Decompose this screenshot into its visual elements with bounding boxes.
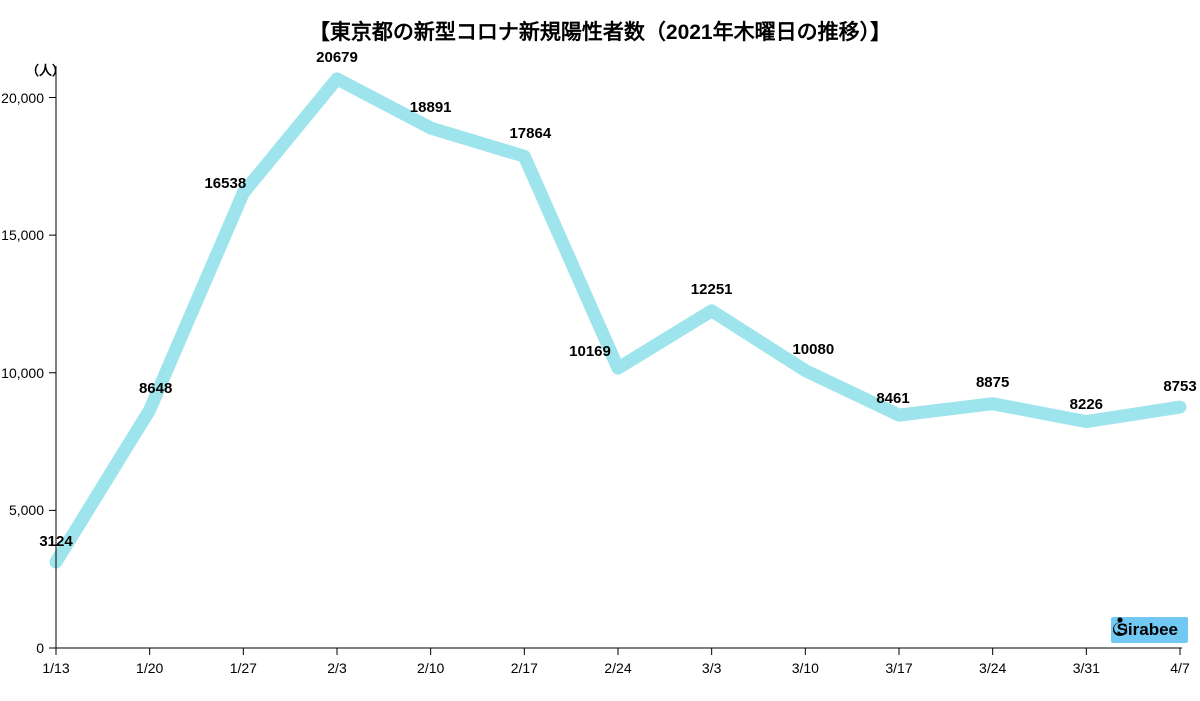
x-tick-label: 1/27 (230, 660, 257, 676)
data-label: 8753 (1163, 378, 1196, 395)
x-tick-label: 2/10 (417, 660, 444, 676)
y-tick-label: 5,000 (9, 502, 44, 518)
data-label: 10080 (792, 341, 834, 358)
x-tick-label: 1/13 (42, 660, 69, 676)
data-label: 16538 (204, 175, 246, 192)
data-label: 20679 (316, 49, 358, 66)
x-tick-label: 2/3 (327, 660, 346, 676)
data-label: 10169 (569, 343, 611, 360)
data-label: 3124 (39, 533, 72, 550)
brand-logo-icon (1111, 617, 1129, 637)
x-tick-label: 1/20 (136, 660, 163, 676)
x-tick-label: 2/17 (511, 660, 538, 676)
x-tick-label: 3/31 (1073, 660, 1100, 676)
line-series (56, 79, 1180, 562)
data-label: 8461 (876, 390, 909, 407)
x-tick-label: 2/24 (604, 660, 631, 676)
data-label: 8648 (139, 380, 172, 397)
x-tick-label: 3/24 (979, 660, 1006, 676)
x-tick-label: 4/7 (1170, 660, 1189, 676)
data-label: 18891 (410, 99, 452, 116)
x-tick-label: 3/3 (702, 660, 721, 676)
y-tick-label: 20,000 (1, 90, 44, 106)
y-tick-label: 10,000 (1, 365, 44, 381)
data-label: 12251 (691, 281, 733, 298)
data-label: 17864 (509, 125, 551, 142)
data-label: 8226 (1070, 396, 1103, 413)
brand-badge: Sirabee (1111, 617, 1188, 643)
y-tick-label: 0 (36, 640, 44, 656)
y-tick-label: 15,000 (1, 227, 44, 243)
x-tick-label: 3/10 (792, 660, 819, 676)
x-tick-label: 3/17 (885, 660, 912, 676)
data-label: 8875 (976, 374, 1009, 391)
